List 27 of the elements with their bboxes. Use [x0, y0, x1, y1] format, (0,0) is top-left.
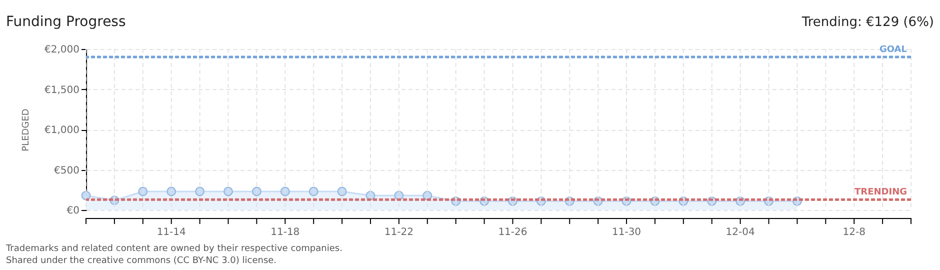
point [280, 186, 290, 196]
x-tick-label: 12-8 [842, 227, 866, 238]
point [195, 186, 204, 196]
y-axis-title: PLEDGED [22, 108, 32, 152]
point [224, 186, 233, 196]
y-tick-label: €0 [66, 206, 80, 216]
point [138, 186, 148, 196]
chart-title: Funding Progress [6, 14, 126, 30]
x-tick-label: 11-14 [156, 227, 186, 238]
text: Shared under the creative commons (CC BY-NC 3.0) license. [6, 256, 277, 266]
text: Trending: €129 (6%) [800, 15, 934, 30]
point [166, 186, 176, 196]
x-tick-label: 11-30 [612, 227, 642, 238]
point [252, 186, 262, 196]
y-tick-label: €2,000 [44, 44, 80, 56]
point [337, 186, 347, 196]
x-tick-label: 11-26 [498, 227, 528, 238]
x-tick-label: 11-22 [384, 227, 414, 238]
x-tick-label: 12-04 [726, 227, 755, 238]
point [308, 186, 318, 196]
y-tick-label: €500 [54, 165, 80, 176]
ref-line-label: TRENDING [854, 188, 907, 198]
ref-line-label: GOAL [880, 45, 908, 56]
text: Trademarks and related content are owned by their respective companies. [5, 244, 342, 254]
y-tick-label: €1,000 [44, 125, 80, 136]
x-tick-label: 11-18 [270, 227, 300, 238]
y-tick-label: €1,500 [44, 84, 80, 96]
